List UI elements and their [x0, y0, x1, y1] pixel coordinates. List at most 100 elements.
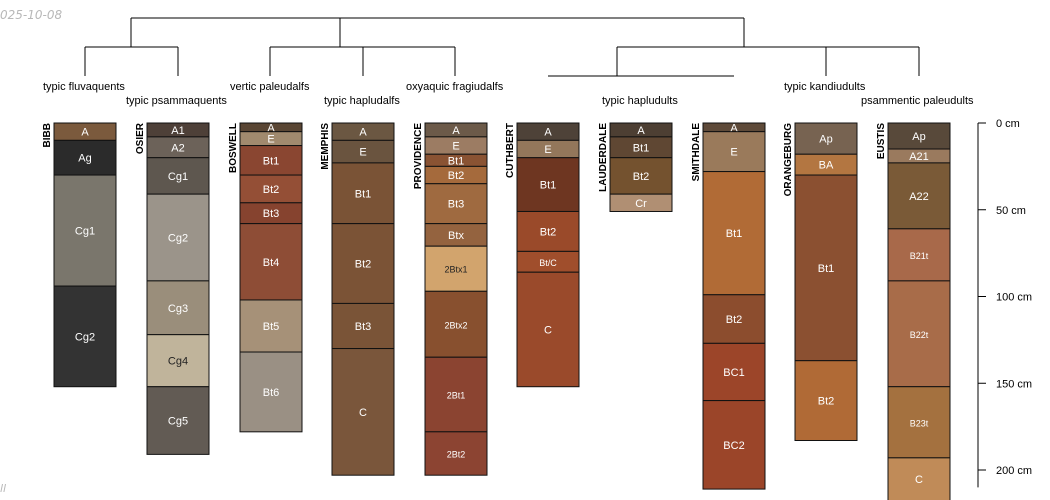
profile-name: LAUDERDALE: [598, 123, 609, 192]
horizon-label: Bt2: [263, 184, 280, 196]
profile-orangeburg: Ap BA Bt1 Bt2 ORANGEBURG: [783, 122, 858, 442]
horizon-bt3: [424, 183, 488, 225]
taxon-label: oxyaquic fragiudalfs: [406, 81, 504, 93]
horizon-b23t: [887, 386, 951, 459]
profile-name: MEMPHIS: [320, 123, 331, 170]
horizon-bt1: [331, 162, 395, 225]
horizon-label: Bt2: [633, 171, 650, 183]
horizon-label: Bt2: [540, 226, 557, 238]
horizon-label: A22: [909, 191, 929, 203]
horizon-label: C: [359, 407, 367, 419]
horizon-bc2: [702, 400, 766, 490]
horizon-label: Ap: [819, 134, 832, 146]
horizon-label: Cg1: [168, 171, 188, 183]
horizon-label: A: [544, 127, 552, 139]
horizon-label: 2Bt2: [447, 450, 466, 460]
horizon-cg3: [146, 280, 210, 336]
horizon-bt3: [331, 302, 395, 350]
taxon-label: typic hapludalfs: [324, 95, 400, 107]
horizon-bt2: [794, 360, 858, 442]
profile-boswell: AE Bt1 Bt2 Bt3 Bt4 Bt5 Bt6 BOSWELL: [228, 122, 303, 433]
horizon-label: A: [359, 127, 367, 139]
horizon-label: Cg2: [168, 233, 188, 245]
horizon-bt2: [331, 223, 395, 304]
horizon-bt6: [239, 351, 303, 433]
horizon-label: A: [730, 122, 738, 134]
profile-eustis: Ap A21 A22 B21t B22t B23t C EUSTIS: [876, 122, 951, 500]
horizon-label: Bt1: [263, 155, 280, 167]
taxon-label: typic fluvaquents: [43, 81, 125, 93]
horizon-label: 2Bt1: [447, 391, 466, 401]
profile-name: EUSTIS: [876, 123, 887, 159]
horizon-label: A: [637, 125, 645, 137]
profile-name: OSIER: [135, 122, 146, 154]
horizon-c: [331, 348, 395, 476]
horizon-cg4: [146, 334, 210, 388]
horizon-label: B21t: [910, 251, 929, 261]
horizon-c: [887, 457, 951, 500]
taxon-label: psammentic paleudults: [861, 95, 974, 107]
horizon-label: Cg2: [75, 331, 95, 343]
depth-axis: 0 cm 50 cm 100 cm 150 cm 200 cm: [977, 118, 1032, 488]
horizon-b22t: [887, 280, 951, 388]
horizon-2bt2: [424, 431, 488, 476]
horizon-label: Bt5: [263, 321, 280, 333]
profile-memphis: AE Bt1 Bt2 Bt3 C MEMPHIS: [320, 122, 395, 476]
horizon-label: E: [544, 144, 551, 156]
profile-lauderdale: A Bt1 Bt2 Cr LAUDERDALE: [598, 122, 673, 212]
horizon-bt2: [609, 157, 673, 195]
horizon-label: Cg1: [75, 226, 95, 238]
horizon-label: Bt3: [355, 321, 372, 333]
horizon-label: Bt2: [355, 259, 372, 271]
horizon-cg1: [53, 174, 117, 287]
horizon-label: Bt1: [726, 228, 743, 240]
dendrogram: [84, 17, 920, 77]
horizon-label: Bt2: [726, 314, 743, 326]
horizon-bc1: [702, 342, 766, 402]
horizon-bt4: [239, 223, 303, 301]
horizon-label: C: [915, 474, 923, 486]
horizon-label: Bt1: [633, 142, 650, 154]
horizon-bt1: [794, 174, 858, 362]
horizon-label: Cg4: [168, 356, 188, 368]
horizon-label: Bt3: [448, 199, 465, 211]
horizon-label: B22t: [910, 330, 929, 340]
horizon-2bt1: [424, 356, 488, 433]
date-stamp: 025-10-08: [0, 8, 63, 22]
depth-tick-label: 50 cm: [996, 205, 1026, 217]
profile-name: BIBB: [42, 123, 53, 147]
horizon-e: [702, 131, 766, 173]
profile-name: SMITHDALE: [691, 123, 702, 182]
profile-smithdale: A E Bt1 Bt2 BC1 BC2 SMITHDALE: [691, 122, 766, 490]
horizon-label: A2: [171, 142, 184, 154]
horizon-c: [516, 271, 580, 388]
profile-cuthbert: AE Bt1 Bt2 Bt/C C CUTHBERT: [505, 122, 580, 388]
corner-stamp: ll: [0, 482, 7, 495]
profile-name: PROVIDENCE: [413, 123, 424, 189]
horizon-2btx1: [424, 245, 488, 292]
depth-tick-label: 0 cm: [996, 118, 1020, 130]
profile-providence: AE Bt1 Bt2 Bt3 Btx 2Btx1 2Btx2 2Bt1 2Bt2 PROVIDEN…: [413, 122, 488, 476]
horizon-label: Bt4: [263, 257, 280, 269]
horizon-bt1: [702, 171, 766, 296]
horizon-label: Cg3: [168, 303, 188, 315]
horizon-cg2: [53, 285, 117, 388]
horizon-label: A: [452, 125, 460, 137]
horizon-label: A: [267, 122, 275, 134]
depth-tick-label: 200 cm: [996, 465, 1032, 477]
horizon-cg5: [146, 386, 210, 455]
horizon-cg1: [146, 157, 210, 195]
horizon-bt2: [516, 210, 580, 252]
horizon-label: 2Btx2: [444, 320, 467, 330]
horizon-label: BA: [819, 160, 834, 172]
horizon-label: A: [81, 127, 89, 139]
horizon-label: Bt1: [448, 155, 465, 167]
horizon-label: A21: [909, 151, 929, 163]
horizon-label: C: [544, 324, 552, 336]
horizon-label: 2Btx1: [444, 265, 467, 275]
taxon-label: typic kandiudults: [784, 81, 866, 93]
profile-name: BOSWELL: [228, 123, 239, 173]
horizon-label: E: [452, 141, 459, 153]
horizon-label: Bt1: [540, 180, 557, 192]
